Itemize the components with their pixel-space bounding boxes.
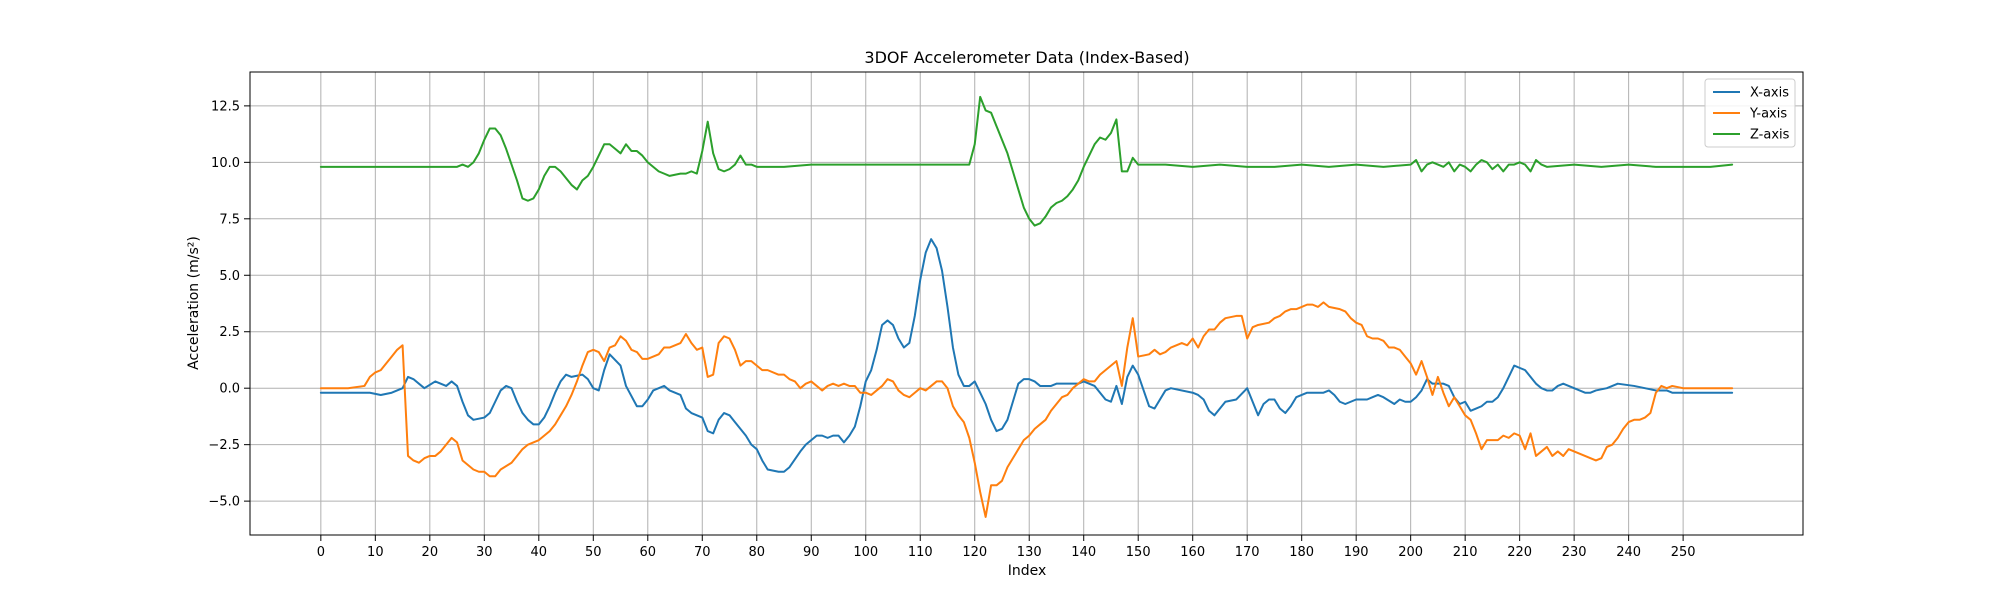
legend-label-y-axis: Y-axis [1749,107,1787,122]
x-tick-label: 160 [1180,545,1205,560]
x-tick-label: 50 [585,545,602,560]
x-axis-ticks: 0 10 20 30 40 50 60 70 80 90 100 110 120 130 140 150 160… [317,535,1696,560]
x-tick-label: 80 [748,545,765,560]
y-tick-label: 0.0 [219,382,240,397]
x-tick-label: 230 [1562,545,1587,560]
x-tick-label: 180 [1289,545,1314,560]
legend-label-x-axis: X-axis [1750,86,1789,101]
x-tick-label: 20 [422,545,439,560]
plot-area-frame [249,71,1804,536]
chart-title: 3DOF Accelerometer Data (Index-Based) [864,48,1189,67]
x-tick-label: 60 [640,545,657,560]
series-line-z-axis [319,95,1734,227]
y-tick-label: 10.0 [211,156,240,171]
x-tick-label: 170 [1235,545,1260,560]
x-tick-label: 70 [694,545,711,560]
x-tick-label: 240 [1616,545,1641,560]
x-tick-label: 120 [962,545,987,560]
legend-box [1704,78,1796,148]
x-tick-label: 190 [1344,545,1369,560]
legend: X-axis Y-axis Z-axis [1704,78,1796,148]
legend-label-z-axis: Z-axis [1750,128,1790,143]
x-tick-label: 220 [1507,545,1532,560]
y-tick-label: 7.5 [219,212,240,227]
x-tick-label: 100 [853,545,878,560]
y-tick-label: 2.5 [219,325,240,340]
x-axis-title: Index [1008,563,1047,579]
x-tick-label: 40 [531,545,548,560]
y-axis-title: Acceleration (m/s²) [186,236,202,370]
x-tick-label: 200 [1398,545,1423,560]
x-tick-label: 150 [1126,545,1151,560]
x-tick-label: 10 [367,545,384,560]
x-tick-label: 30 [476,545,493,560]
x-tick-label: 90 [803,545,820,560]
x-tick-label: 250 [1671,545,1696,560]
gridlines [250,72,1803,535]
x-tick-label: 130 [1017,545,1042,560]
series-lines [319,95,1734,518]
y-tick-label: −2.5 [208,438,240,453]
x-tick-label: 210 [1453,545,1478,560]
series-line-y-axis [319,301,1734,518]
y-axis-ticks: −5.0 −2.5 0.0 2.5 5.0 7.5 10.0 12.5 [208,99,250,510]
x-tick-label: 140 [1071,545,1096,560]
x-tick-label: 0 [317,545,325,560]
x-tick-label: 110 [908,545,933,560]
y-tick-label: 5.0 [219,269,240,284]
y-tick-label: −5.0 [208,495,240,510]
y-tick-label: 12.5 [211,99,240,114]
